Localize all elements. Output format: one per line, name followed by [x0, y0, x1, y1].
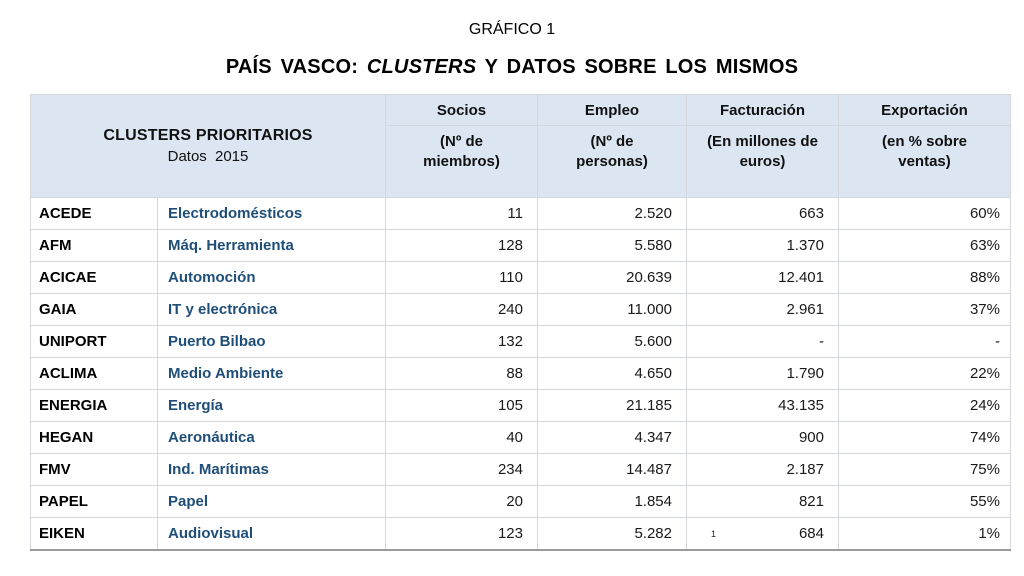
page-title-prefix: PAÍS VASCO:	[225, 56, 367, 78]
facturacion-value: 12.401	[686, 261, 839, 294]
empleo-value: 21.185	[537, 389, 687, 422]
facturacion-value: 1.370	[686, 229, 839, 262]
cluster-code: ACEDE	[30, 197, 158, 230]
cluster-sector: Aeronáutica	[157, 421, 386, 454]
socios-value: 110	[385, 261, 538, 294]
exportacion-value: 60%	[838, 197, 1011, 230]
header-clusters-prioritarios: CLUSTERS PRIORITARIOS Datos 2015	[30, 94, 386, 198]
exportacion-value: -	[838, 325, 1011, 358]
exportacion-value: 63%	[838, 229, 1011, 262]
column-subheader-facturacion: (En millones de euros)	[686, 125, 839, 198]
table-row: EIKEN Audiovisual 123 5.282 1 684 1%	[30, 517, 1011, 551]
socios-value: 40	[385, 421, 538, 454]
table-row: PAPEL Papel 20 1.854 821 55%	[30, 485, 1011, 518]
socios-value: 234	[385, 453, 538, 486]
clusters-table: CLUSTERS PRIORITARIOS Datos 2015 Socios …	[30, 94, 1011, 551]
table-row: ACLIMA Medio Ambiente 88 4.650 1.790 22%	[30, 357, 1011, 390]
figure-label: GRÁFICO 1	[468, 21, 556, 38]
facturacion-value: 43.135	[686, 389, 839, 422]
exportacion-value: 1%	[838, 517, 1011, 551]
cluster-code: UNIPORT	[30, 325, 158, 358]
exportacion-value: 37%	[838, 293, 1011, 326]
exportacion-value: 55%	[838, 485, 1011, 518]
table-row: HEGAN Aeronáutica 40 4.347 900 74%	[30, 421, 1011, 454]
cluster-code: PAPEL	[30, 485, 158, 518]
cluster-sector: Medio Ambiente	[157, 357, 386, 390]
facturacion-value: 2.187	[686, 453, 839, 486]
cluster-code: FMV	[30, 453, 158, 486]
empleo-value: 20.639	[537, 261, 687, 294]
facturacion-value: 1 684	[686, 517, 839, 551]
cluster-code: GAIA	[30, 293, 158, 326]
cluster-sector: Máq. Herramienta	[157, 229, 386, 262]
cluster-code: ACICAE	[30, 261, 158, 294]
column-subheader-socios: (Nº de miembros)	[385, 125, 538, 198]
cluster-sector: IT y electrónica	[157, 293, 386, 326]
page-title-italic: CLUSTERS	[366, 56, 477, 78]
cluster-sector: Puerto Bilbao	[157, 325, 386, 358]
table-row: ENERGIA Energía 105 21.185 43.135 24%	[30, 389, 1011, 422]
table-header: CLUSTERS PRIORITARIOS Datos 2015 Socios …	[30, 94, 1011, 198]
footnote-marker: 1	[711, 529, 717, 540]
table-row: GAIA IT y electrónica 240 11.000 2.961 3…	[30, 293, 1011, 326]
socios-value: 88	[385, 357, 538, 390]
cluster-code: AFM	[30, 229, 158, 262]
table-row: AFM Máq. Herramienta 128 5.580 1.370 63%	[30, 229, 1011, 262]
facturacion-value: -	[686, 325, 839, 358]
table-row: FMV Ind. Marítimas 234 14.487 2.187 75%	[30, 453, 1011, 486]
cluster-sector: Electrodomésticos	[157, 197, 386, 230]
cluster-sector: Papel	[157, 485, 386, 518]
socios-value: 132	[385, 325, 538, 358]
socios-value: 20	[385, 485, 538, 518]
socios-value: 240	[385, 293, 538, 326]
table-row: ACEDE Electrodomésticos 11 2.520 663 60%	[30, 197, 1011, 230]
column-subheader-empleo: (Nº de personas)	[537, 125, 687, 198]
empleo-value: 4.650	[537, 357, 687, 390]
facturacion-value: 821	[686, 485, 839, 518]
cluster-sector: Audiovisual	[157, 517, 386, 551]
socios-value: 128	[385, 229, 538, 262]
empleo-value: 4.347	[537, 421, 687, 454]
facturacion-value: 2.961	[686, 293, 839, 326]
cluster-sector: Energía	[157, 389, 386, 422]
table-row: ACICAE Automoción 110 20.639 12.401 88%	[30, 261, 1011, 294]
cluster-code: ENERGIA	[30, 389, 158, 422]
table-body: ACEDE Electrodomésticos 11 2.520 663 60%…	[30, 197, 1011, 551]
empleo-value: 5.282	[537, 517, 687, 551]
exportacion-value: 22%	[838, 357, 1011, 390]
cluster-sector: Ind. Marítimas	[157, 453, 386, 486]
header-clusters-subtitle: Datos 2015	[167, 148, 249, 165]
header-clusters-title: CLUSTERS PRIORITARIOS	[103, 127, 313, 144]
facturacion-value: 663	[686, 197, 839, 230]
exportacion-value: 88%	[838, 261, 1011, 294]
column-header-socios: Socios	[385, 94, 538, 126]
facturacion-value: 900	[686, 421, 839, 454]
cluster-code: EIKEN	[30, 517, 158, 551]
socios-value: 105	[385, 389, 538, 422]
empleo-value: 14.487	[537, 453, 687, 486]
exportacion-value: 75%	[838, 453, 1011, 486]
empleo-value: 11.000	[537, 293, 687, 326]
cluster-code: ACLIMA	[30, 357, 158, 390]
cluster-code: HEGAN	[30, 421, 158, 454]
exportacion-value: 24%	[838, 389, 1011, 422]
column-header-facturacion: Facturación	[686, 94, 839, 126]
page-title-suffix: Y DATOS SOBRE LOS MISMOS	[476, 56, 799, 78]
exportacion-value: 74%	[838, 421, 1011, 454]
empleo-value: 5.600	[537, 325, 687, 358]
facturacion-value: 1.790	[686, 357, 839, 390]
column-header-empleo: Empleo	[537, 94, 687, 126]
empleo-value: 2.520	[537, 197, 687, 230]
empleo-value: 1.854	[537, 485, 687, 518]
cluster-sector: Automoción	[157, 261, 386, 294]
socios-value: 123	[385, 517, 538, 551]
column-header-exportacion: Exportación	[838, 94, 1011, 126]
column-subheader-exportacion: (en % sobre ventas)	[838, 125, 1011, 198]
page-title: PAÍS VASCO: CLUSTERS Y DATOS SOBRE LOS M…	[0, 56, 1024, 79]
empleo-value: 5.580	[537, 229, 687, 262]
table-row: UNIPORT Puerto Bilbao 132 5.600 - -	[30, 325, 1011, 358]
socios-value: 11	[385, 197, 538, 230]
